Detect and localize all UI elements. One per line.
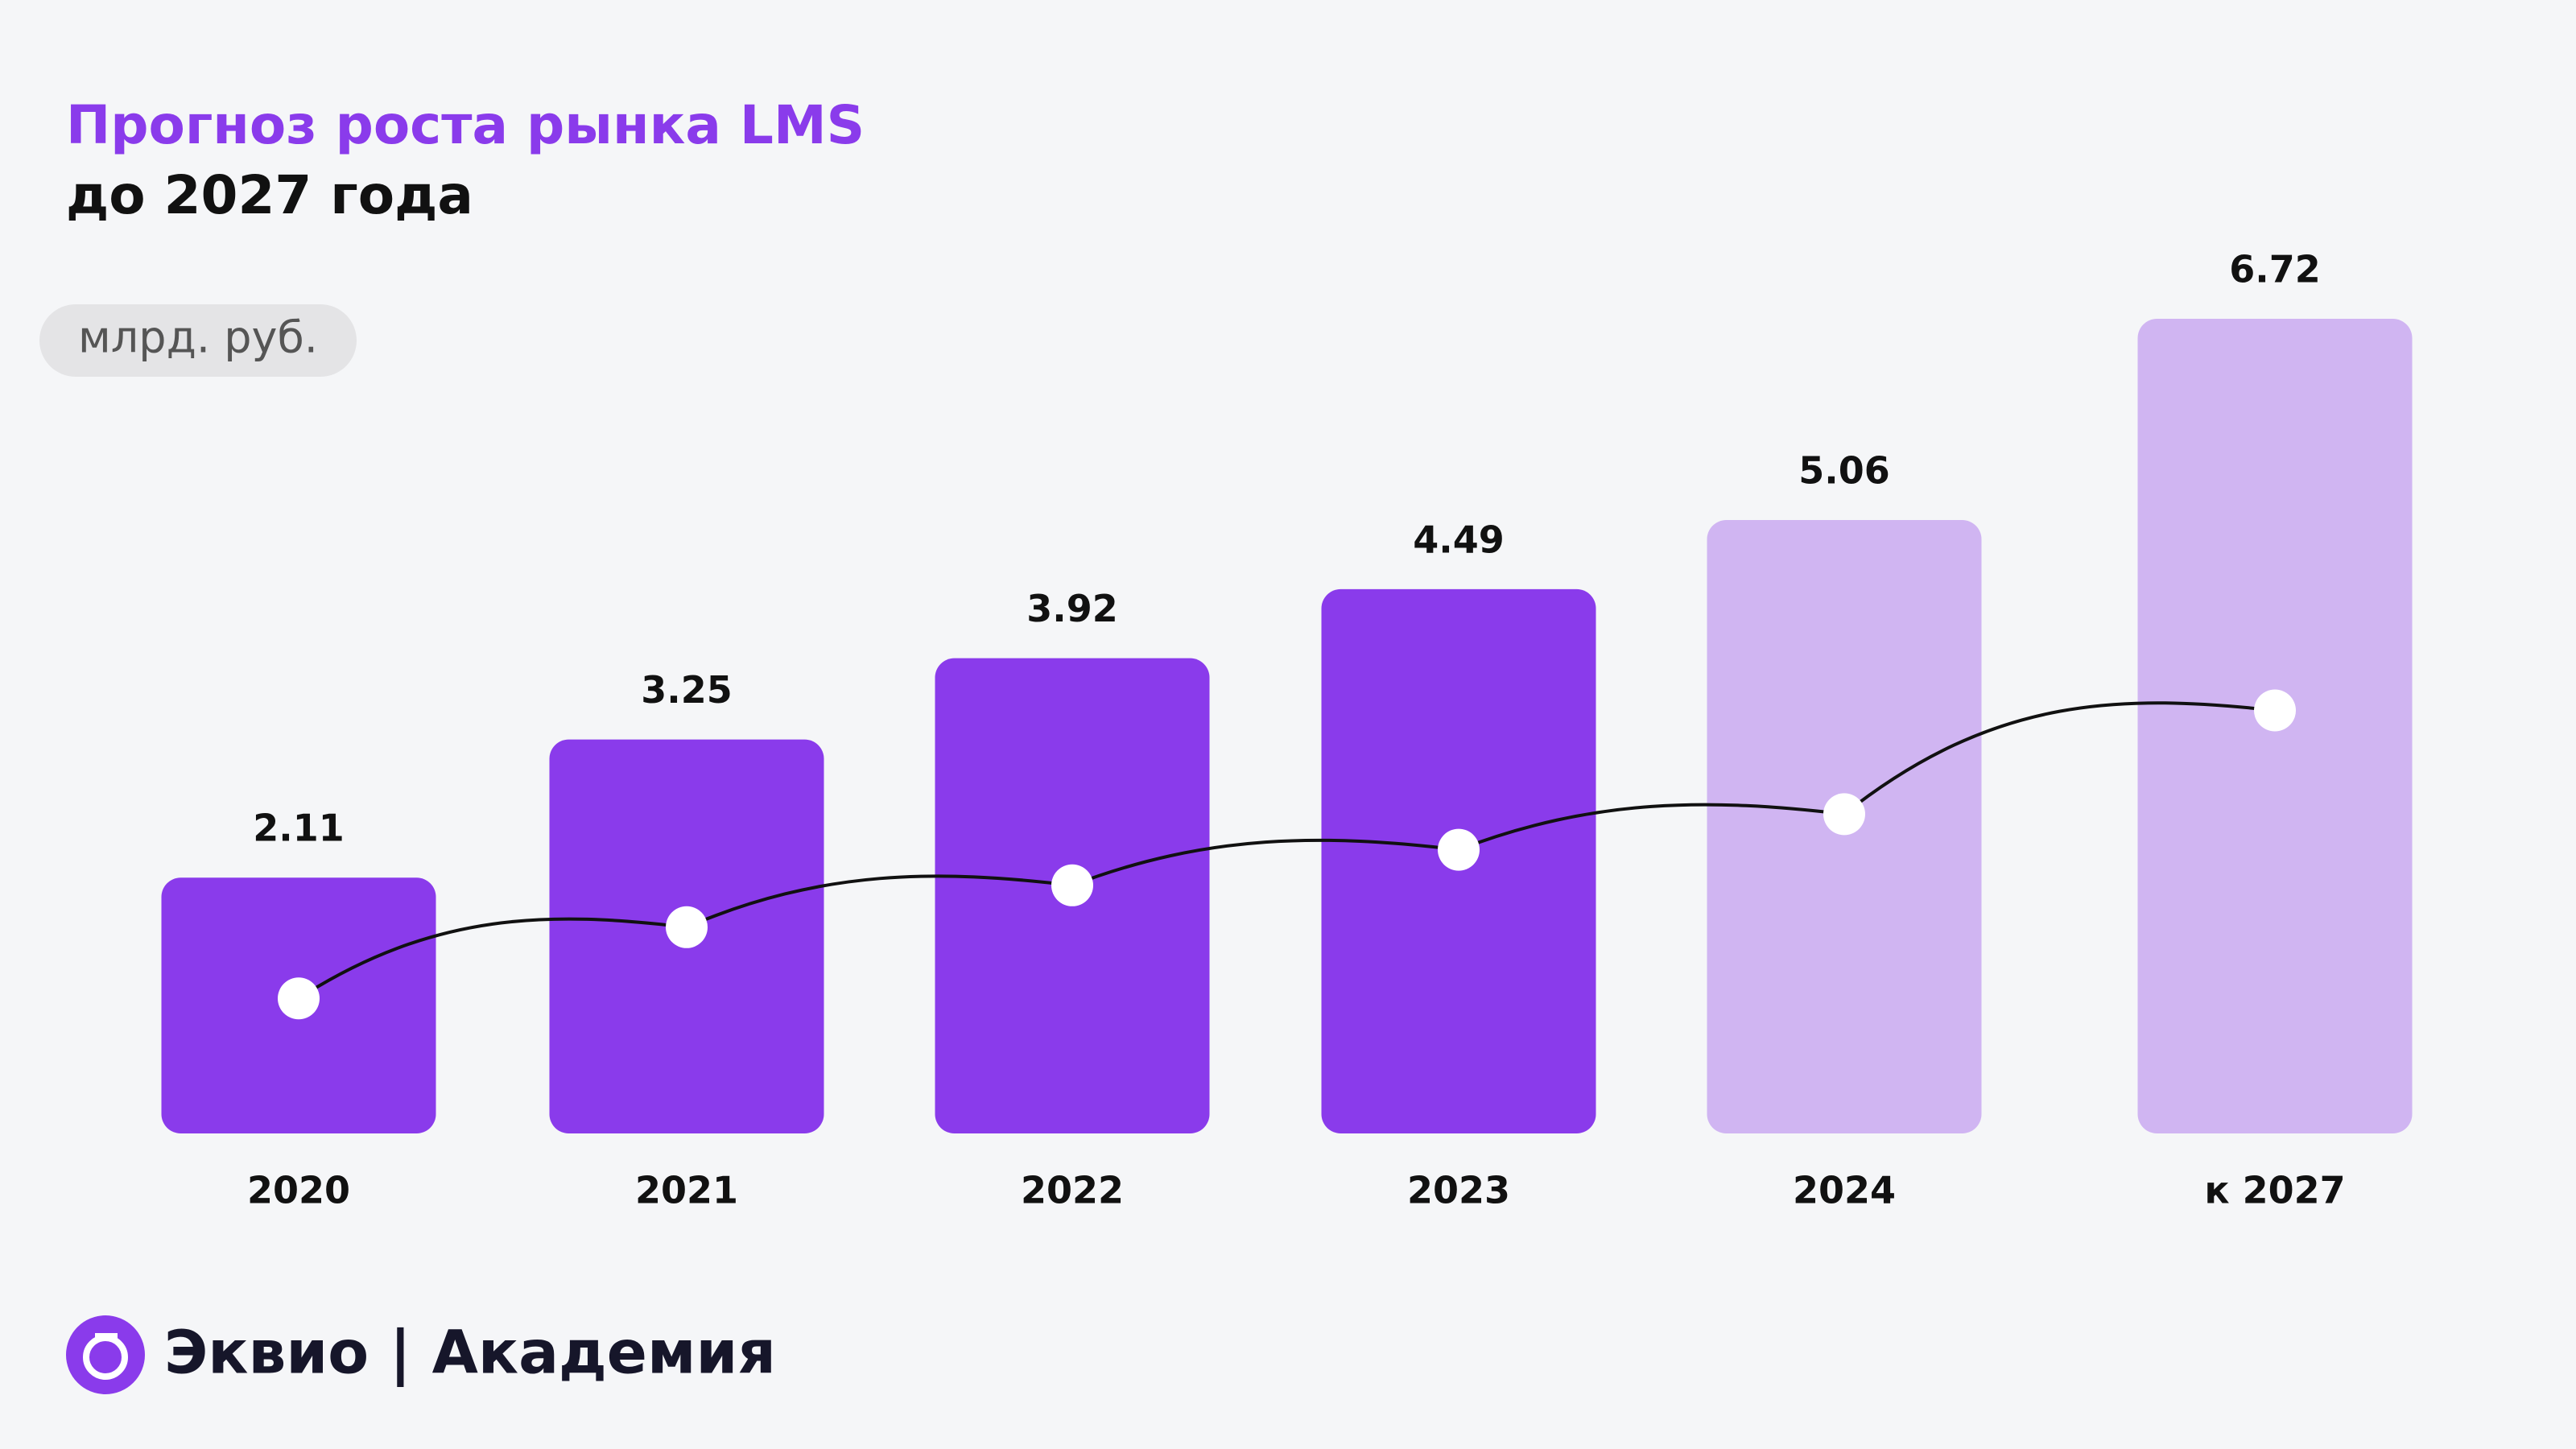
logo-icon (66, 1315, 145, 1394)
value-label: 5.06 (1798, 448, 1890, 492)
value-label: 6.72 (2229, 248, 2321, 291)
trend-dot (278, 977, 320, 1020)
trend-line (297, 701, 2276, 1000)
value-label: 4.49 (1413, 518, 1505, 561)
x-tick-label: 2023 (1407, 1169, 1510, 1212)
x-tick-label: 2024 (1793, 1169, 1896, 1212)
trend-dot (1438, 828, 1480, 871)
trend-dot (1823, 793, 1865, 836)
x-tick-label: 2020 (247, 1169, 350, 1212)
trend-dot (2254, 689, 2296, 732)
value-label: 2.11 (253, 807, 345, 850)
unit-label: млрд. руб. (78, 312, 318, 363)
chart-subtitle: до 2027 года (66, 164, 473, 226)
x-tick-label: 2021 (635, 1169, 738, 1212)
x-tick-label: 2022 (1021, 1169, 1124, 1212)
value-label: 3.92 (1026, 587, 1118, 630)
x-tick-label: к 2027 (2204, 1169, 2345, 1212)
trend-dot (1051, 864, 1093, 906)
chart-title: Прогноз роста рынка LMS (66, 94, 865, 156)
unit-pill (39, 304, 357, 377)
trend-dot (666, 906, 708, 948)
value-label: 3.25 (641, 668, 733, 712)
brand: Эквио | Академия (164, 1319, 776, 1388)
marks: 2.11 2020 3.25 2021 3.92 2022 4.49 2023 5.06 2024… (161, 248, 2413, 1212)
